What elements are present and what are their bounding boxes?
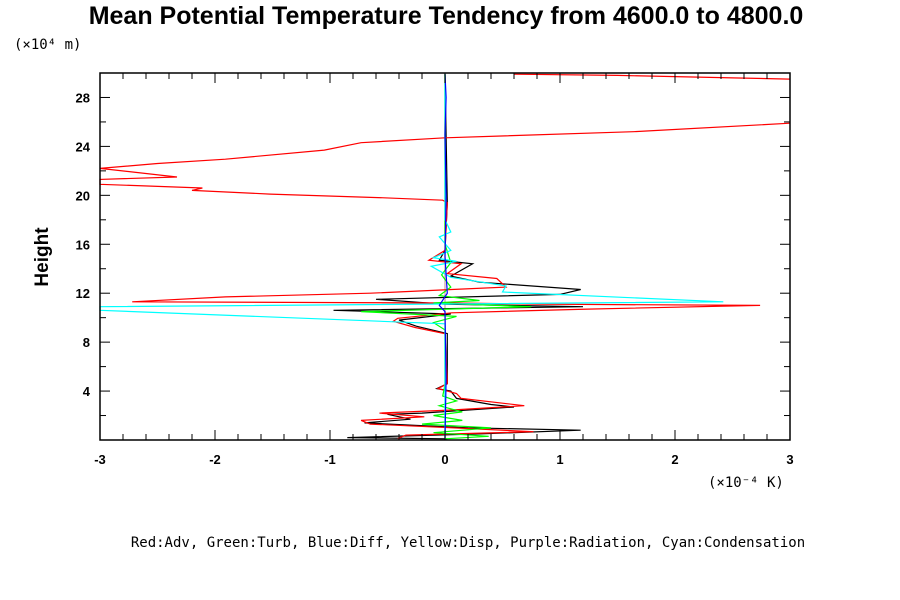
x-tick-label: 0 <box>441 452 448 467</box>
x-axis-label: (×10⁻⁴ K) <box>708 475 784 491</box>
series-diff-line <box>438 74 448 439</box>
series-adv-line <box>99 122 791 439</box>
y-tick-label: 4 <box>83 384 91 399</box>
x-tick-label: 3 <box>786 452 793 467</box>
series-condensation-line <box>99 74 724 439</box>
x-tick-label: 2 <box>671 452 678 467</box>
x-tick-label: 1 <box>556 452 563 467</box>
y-tick-label: 8 <box>83 335 90 350</box>
y-tick-label: 16 <box>76 237 90 252</box>
y-tick-label: 12 <box>76 286 90 301</box>
legend-text: Red:Adv, Green:Turb, Blue:Diff, Yellow:D… <box>131 535 805 551</box>
y-tick-label: 28 <box>76 90 90 105</box>
chart-title: Mean Potential Temperature Tendency from… <box>89 2 804 30</box>
y-unit-label: (×10⁴ m) <box>14 37 81 53</box>
y-tick-label: 20 <box>76 188 90 203</box>
x-tick-label: -1 <box>324 452 336 467</box>
y-axis-label: Height <box>32 227 53 287</box>
x-tick-label: -3 <box>94 452 106 467</box>
x-tick-label: -2 <box>209 452 221 467</box>
y-tick-label: 24 <box>76 139 91 154</box>
plot-area <box>99 73 791 440</box>
series-total-line <box>333 74 584 440</box>
